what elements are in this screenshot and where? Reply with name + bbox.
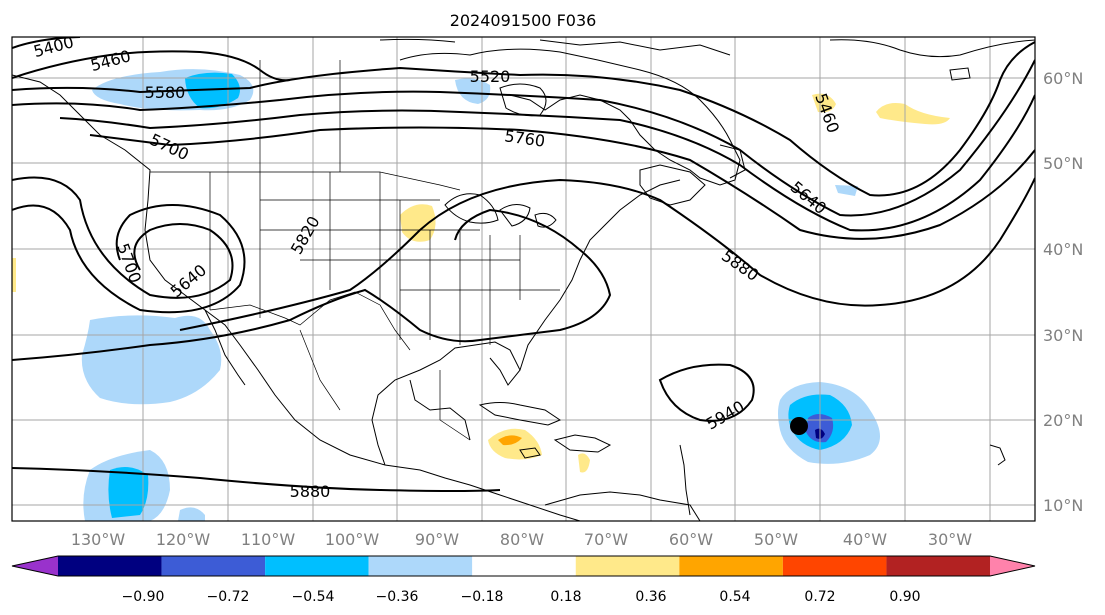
colorbar — [11, 555, 1036, 577]
anomaly-area — [876, 103, 950, 125]
colorbar-tick-label: 0.72 — [804, 589, 835, 605]
contour-label: 5820 — [287, 213, 324, 258]
contour-label: 5520 — [470, 67, 511, 86]
colorbar-tick-label: −0.90 — [122, 589, 165, 605]
height-contours — [12, 37, 1035, 492]
contour-label: 5640 — [787, 177, 830, 218]
colorbar-tick-label: 0.90 — [889, 589, 920, 605]
storm-center-marker — [790, 417, 808, 435]
lon-label: 110°W — [241, 530, 296, 549]
colorbar-tick-label: 0.18 — [550, 589, 581, 605]
lon-label: 40°W — [843, 530, 887, 549]
anomaly-area — [812, 93, 836, 113]
latitude-labels: 60°N 50°N 40°N 30°N 20°N 10°N — [1043, 69, 1083, 515]
lat-label: 30°N — [1043, 326, 1083, 345]
lon-label: 80°W — [500, 530, 544, 549]
lon-label: 120°W — [156, 530, 211, 549]
anomaly-area — [178, 507, 205, 521]
contour-label: 5880 — [718, 246, 762, 285]
anomaly-area — [498, 435, 522, 446]
colorbar-tick-label: 0.54 — [719, 589, 750, 605]
colorbar-tick-labels: −0.90 −0.72 −0.54 −0.36 −0.18 0.18 0.36 … — [122, 589, 921, 605]
longitude-labels: 130°W 120°W 110°W 100°W 90°W 80°W 70°W 6… — [71, 530, 972, 549]
contour-label: 5700 — [147, 130, 192, 164]
colorbar-tick-label: −0.72 — [207, 589, 250, 605]
contour-label: 5760 — [503, 126, 546, 150]
contour-label: 5880 — [290, 482, 331, 501]
colorbar-extend-low — [12, 556, 58, 576]
lon-label: 100°W — [325, 530, 380, 549]
colorbar-tick-label: −0.18 — [461, 589, 504, 605]
lon-label: 70°W — [584, 530, 628, 549]
contour-label: 5700 — [113, 241, 145, 286]
contour-label: 5460 — [88, 46, 132, 75]
anomaly-area — [81, 315, 222, 405]
map-frame — [11, 36, 1036, 522]
anomaly-area — [578, 453, 590, 473]
colorbar-segment — [886, 556, 990, 576]
lat-label: 60°N — [1043, 69, 1083, 88]
colorbar-extend-high — [990, 556, 1035, 576]
contour-label: 5580 — [145, 83, 186, 102]
colorbar-segment — [472, 556, 576, 576]
colorbar-segment — [575, 556, 680, 576]
contour-label: 5460 — [811, 91, 843, 136]
colorbar-segment — [368, 556, 473, 576]
colorbar-segment — [161, 556, 266, 576]
colorbar-segment — [782, 556, 887, 576]
contour-label: 5940 — [703, 397, 748, 434]
lon-label: 90°W — [415, 530, 459, 549]
lat-label: 40°N — [1043, 240, 1083, 259]
lon-label: 50°W — [754, 530, 798, 549]
lon-label: 30°W — [928, 530, 972, 549]
colorbar-tick-label: 0.36 — [635, 589, 666, 605]
colorbar-tick-label: −0.54 — [292, 589, 335, 605]
lat-label: 20°N — [1043, 411, 1083, 430]
colorbar-outline — [11, 555, 1036, 577]
lat-label: 10°N — [1043, 496, 1083, 515]
country-state-borders — [150, 60, 560, 441]
colorbar-segment — [265, 556, 369, 576]
colorbar-tick-label: −0.36 — [376, 589, 419, 605]
map-area: 5400 5460 5520 5580 5700 5760 5640 5820 … — [12, 37, 1035, 521]
lat-label: 50°N — [1043, 154, 1083, 173]
anomaly-area — [835, 185, 858, 196]
anomaly-area — [455, 78, 491, 104]
anomaly-area — [185, 72, 240, 109]
anomaly-area — [488, 428, 542, 460]
colorbar-segment — [58, 556, 162, 576]
anomaly-area — [400, 204, 436, 242]
anomaly-area — [12, 258, 16, 292]
colorbar-segment — [679, 556, 783, 576]
lon-label: 60°W — [669, 530, 713, 549]
figure-title: 2024091500 F036 — [450, 11, 597, 30]
lon-label: 130°W — [71, 530, 126, 549]
